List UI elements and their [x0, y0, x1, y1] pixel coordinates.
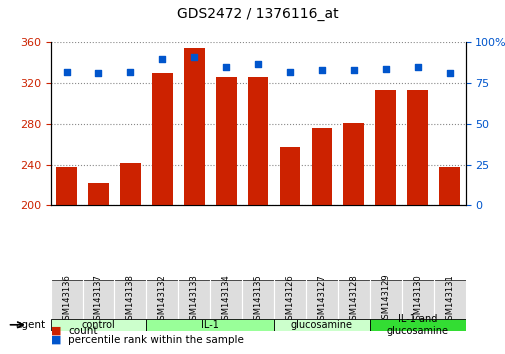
Text: ■: ■: [50, 326, 61, 336]
Point: [254, 61, 262, 67]
Text: GSM143138: GSM143138: [126, 274, 135, 325]
Bar: [311, 128, 332, 205]
Bar: [369, 280, 401, 319]
Text: GSM143126: GSM143126: [285, 274, 294, 325]
Point: [158, 56, 166, 62]
Bar: [215, 77, 236, 205]
Bar: [375, 90, 395, 205]
Text: agent: agent: [15, 320, 45, 330]
Bar: [247, 77, 268, 205]
Bar: [82, 280, 114, 319]
Bar: [88, 183, 109, 205]
Text: GSM143135: GSM143135: [253, 274, 262, 325]
Point: [94, 70, 103, 76]
Text: GSM143136: GSM143136: [62, 274, 71, 325]
Bar: [279, 147, 300, 205]
Bar: [343, 123, 364, 205]
Bar: [438, 167, 459, 205]
Text: GSM143131: GSM143131: [444, 274, 453, 325]
Text: GSM143133: GSM143133: [189, 274, 198, 325]
Text: glucosamine: glucosamine: [290, 320, 352, 330]
Bar: [114, 280, 146, 319]
Text: count: count: [68, 326, 97, 336]
Bar: [56, 167, 77, 205]
Text: GSM143134: GSM143134: [221, 274, 230, 325]
Bar: [274, 319, 369, 331]
Bar: [433, 280, 465, 319]
Bar: [407, 90, 427, 205]
Bar: [337, 280, 369, 319]
Bar: [120, 162, 140, 205]
Point: [222, 64, 230, 70]
Point: [349, 67, 357, 73]
Bar: [401, 280, 433, 319]
Text: IL-1: IL-1: [201, 320, 219, 330]
Bar: [50, 280, 82, 319]
Text: GSM143128: GSM143128: [348, 274, 358, 325]
Bar: [146, 280, 178, 319]
Point: [285, 69, 293, 75]
Bar: [146, 319, 274, 331]
Text: GSM143132: GSM143132: [158, 274, 167, 325]
Text: GDS2472 / 1376116_at: GDS2472 / 1376116_at: [177, 7, 338, 21]
Text: control: control: [81, 320, 115, 330]
Bar: [369, 319, 465, 331]
Text: GSM143130: GSM143130: [412, 274, 421, 325]
Bar: [210, 280, 241, 319]
Bar: [183, 47, 204, 205]
Text: GSM143137: GSM143137: [94, 274, 103, 325]
Bar: [152, 73, 172, 205]
Bar: [306, 280, 337, 319]
Bar: [274, 280, 306, 319]
Point: [381, 66, 389, 72]
Text: GSM143127: GSM143127: [317, 274, 326, 325]
Point: [63, 69, 71, 75]
Text: percentile rank within the sample: percentile rank within the sample: [68, 335, 244, 345]
Point: [413, 64, 421, 70]
Point: [444, 70, 452, 76]
Text: GSM143129: GSM143129: [380, 274, 389, 325]
Bar: [50, 319, 146, 331]
Bar: [178, 280, 210, 319]
Point: [190, 54, 198, 60]
Bar: [241, 280, 274, 319]
Text: IL-1 and
glucosamine: IL-1 and glucosamine: [386, 314, 448, 336]
Point: [317, 67, 325, 73]
Text: ■: ■: [50, 335, 61, 345]
Point: [126, 69, 134, 75]
